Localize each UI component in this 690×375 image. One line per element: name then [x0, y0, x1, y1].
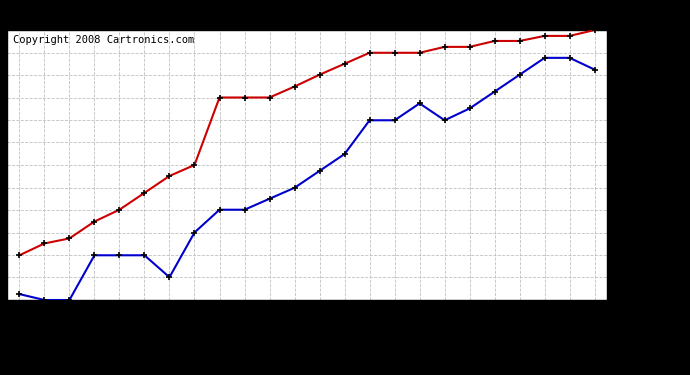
Text: Outdoor Temperature (vs) Wind Chill (Last 24 Hours) 20081223: Outdoor Temperature (vs) Wind Chill (Las… [71, 11, 619, 26]
Text: Copyright 2008 Cartronics.com: Copyright 2008 Cartronics.com [13, 35, 194, 45]
